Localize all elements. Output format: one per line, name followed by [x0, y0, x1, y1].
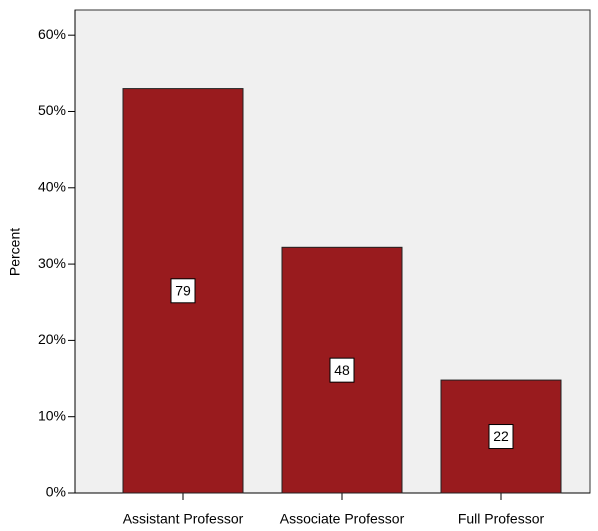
y-tick-label: 20% [38, 331, 66, 347]
count-label-box [329, 357, 355, 383]
x-tick-label: Associate Professor [280, 511, 405, 527]
y-tick-label: 0% [46, 484, 66, 500]
y-tick-label: 30% [38, 255, 66, 271]
x-tick-label: Full Professor [458, 511, 545, 527]
count-label: 48 [334, 362, 350, 378]
y-tick-label: 50% [38, 102, 66, 118]
y-tick-label: 60% [38, 26, 66, 42]
count-label-box [170, 278, 196, 304]
count-label: 79 [175, 282, 191, 298]
y-axis-label: Percent [7, 228, 23, 276]
y-tick-label: 40% [38, 178, 66, 194]
x-tick-label: Assistant Professor [123, 511, 244, 527]
count-label: 22 [493, 428, 509, 444]
count-label-box [488, 424, 514, 450]
y-tick-label: 10% [38, 407, 66, 423]
